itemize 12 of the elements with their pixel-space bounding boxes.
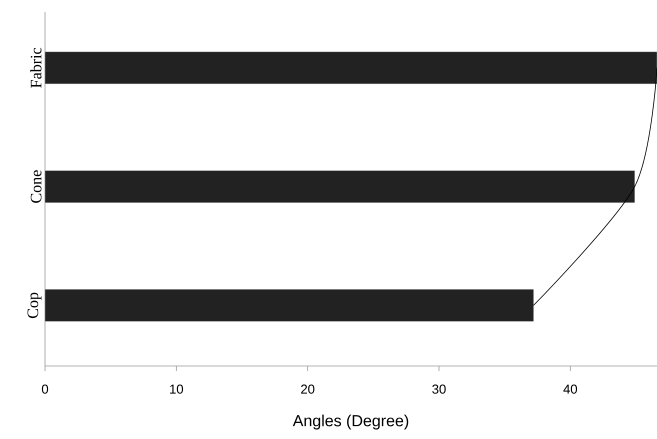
x-tick-label: 20	[301, 384, 314, 394]
x-tick-label: 30	[432, 384, 446, 394]
y-tick-label: Cop	[27, 292, 42, 318]
x-tick-label: 10	[170, 384, 184, 394]
bar	[44, 289, 534, 322]
x-axis-title: Angles (Degree)	[292, 414, 408, 430]
x-tick-label: 40	[563, 384, 578, 394]
x-tick-label: 0	[42, 384, 48, 394]
bar	[44, 52, 657, 84]
y-tick-label: Cone	[30, 170, 42, 203]
y-tick-label: Fabric	[30, 48, 42, 88]
bar	[44, 170, 635, 203]
